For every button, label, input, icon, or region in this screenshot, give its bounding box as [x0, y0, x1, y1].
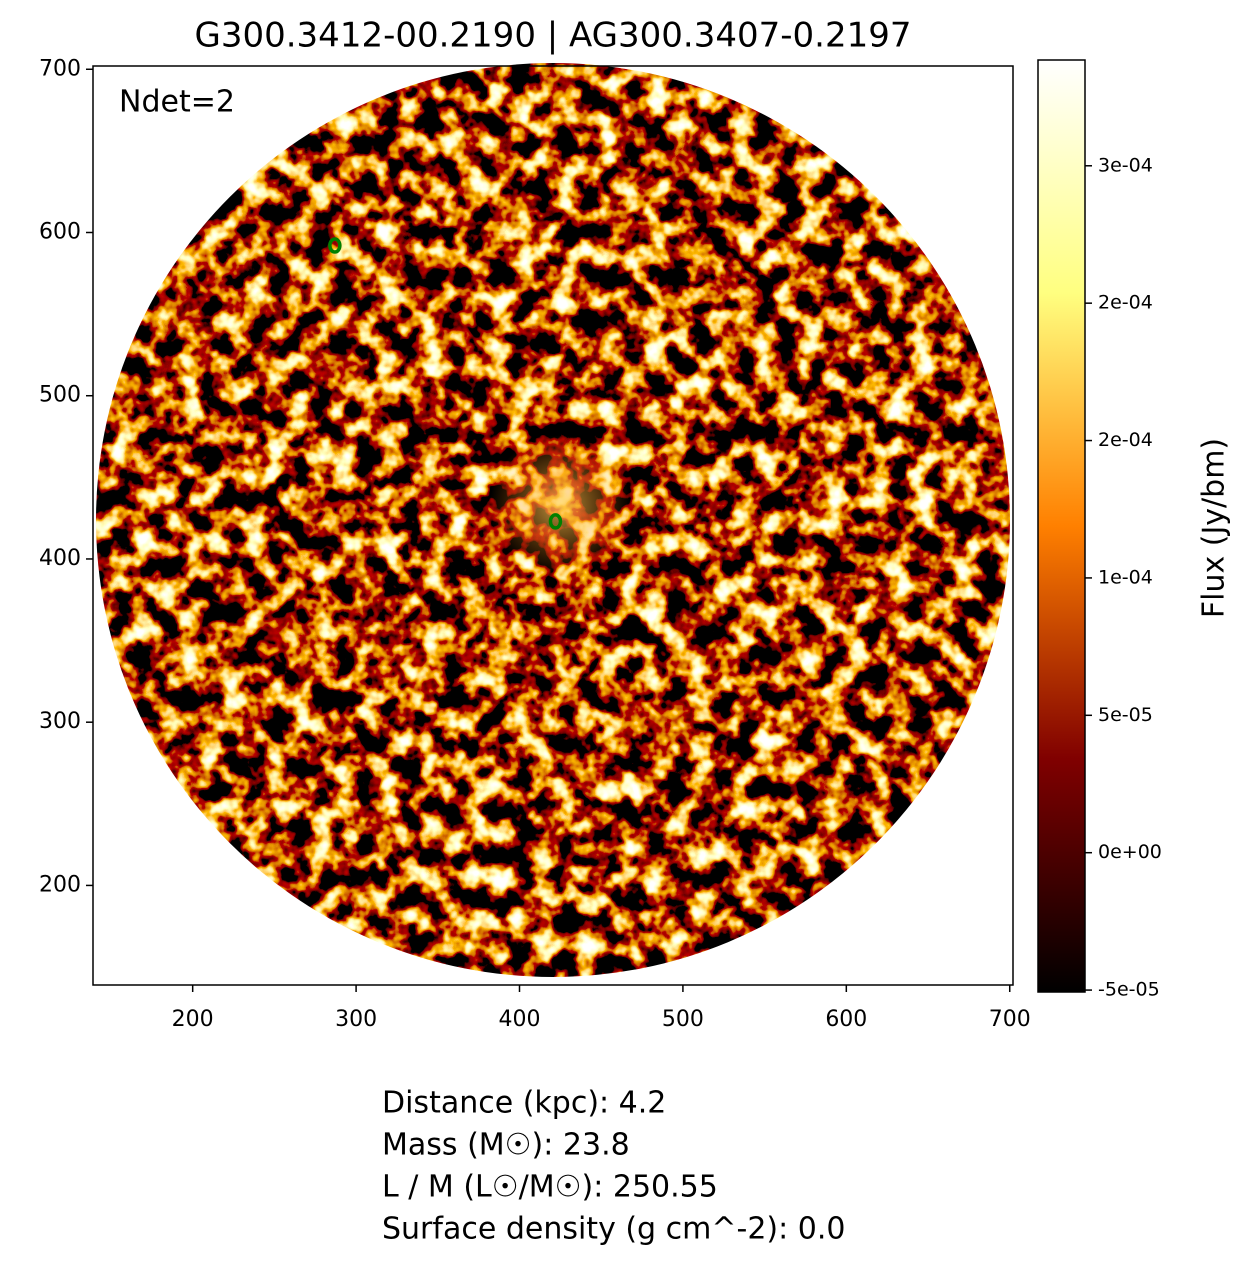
- colorbar-tick-label: 1e-04: [1098, 566, 1153, 588]
- y-tick-label: 400: [39, 546, 81, 571]
- colorbar-label: Flux (Jy/bm): [1197, 438, 1232, 618]
- annotation: Ndet=2: [119, 85, 235, 120]
- colorbar-tick-label: 3e-04: [1098, 154, 1153, 176]
- info-line: Surface density (g cm^-2): 0.0: [382, 1212, 845, 1247]
- colorbar-tick-label: 2e-04: [1098, 292, 1153, 314]
- x-tick-label: 400: [499, 1007, 541, 1032]
- x-tick-label: 700: [989, 1007, 1031, 1032]
- axes-frame: [92, 65, 1014, 986]
- colorbar-tick-label: 2e-04: [1098, 429, 1153, 451]
- y-tick-label: 200: [39, 872, 81, 897]
- x-tick-label: 600: [825, 1007, 867, 1032]
- image: [96, 63, 1010, 977]
- y-tick-label: 300: [39, 709, 81, 734]
- colorbar-tick-label: 0e+00: [1098, 841, 1162, 863]
- info-line: Mass (M☉): 23.8: [382, 1128, 630, 1163]
- central-emission: [490, 435, 630, 575]
- y-tick-label: 600: [39, 219, 81, 244]
- colorbar-tick-label: 5e-05: [1098, 704, 1153, 726]
- x-tick-label: 300: [335, 1007, 377, 1032]
- colorbar-tick-label: -5e-05: [1098, 979, 1160, 1001]
- info-line: Distance (kpc): 4.2: [382, 1086, 666, 1121]
- info-line: L / M (L☉/M☉): 250.55: [382, 1170, 718, 1205]
- chart-title: G300.3412-00.2190 | AG300.3407-0.2197: [195, 16, 912, 56]
- x-tick-label: 500: [662, 1007, 704, 1032]
- y-tick-label: 500: [39, 383, 81, 408]
- colorbar: [1037, 59, 1086, 993]
- detection: [328, 237, 342, 254]
- detection: [548, 513, 563, 530]
- y-tick-label: 700: [39, 56, 81, 81]
- x-tick-label: 200: [172, 1007, 214, 1032]
